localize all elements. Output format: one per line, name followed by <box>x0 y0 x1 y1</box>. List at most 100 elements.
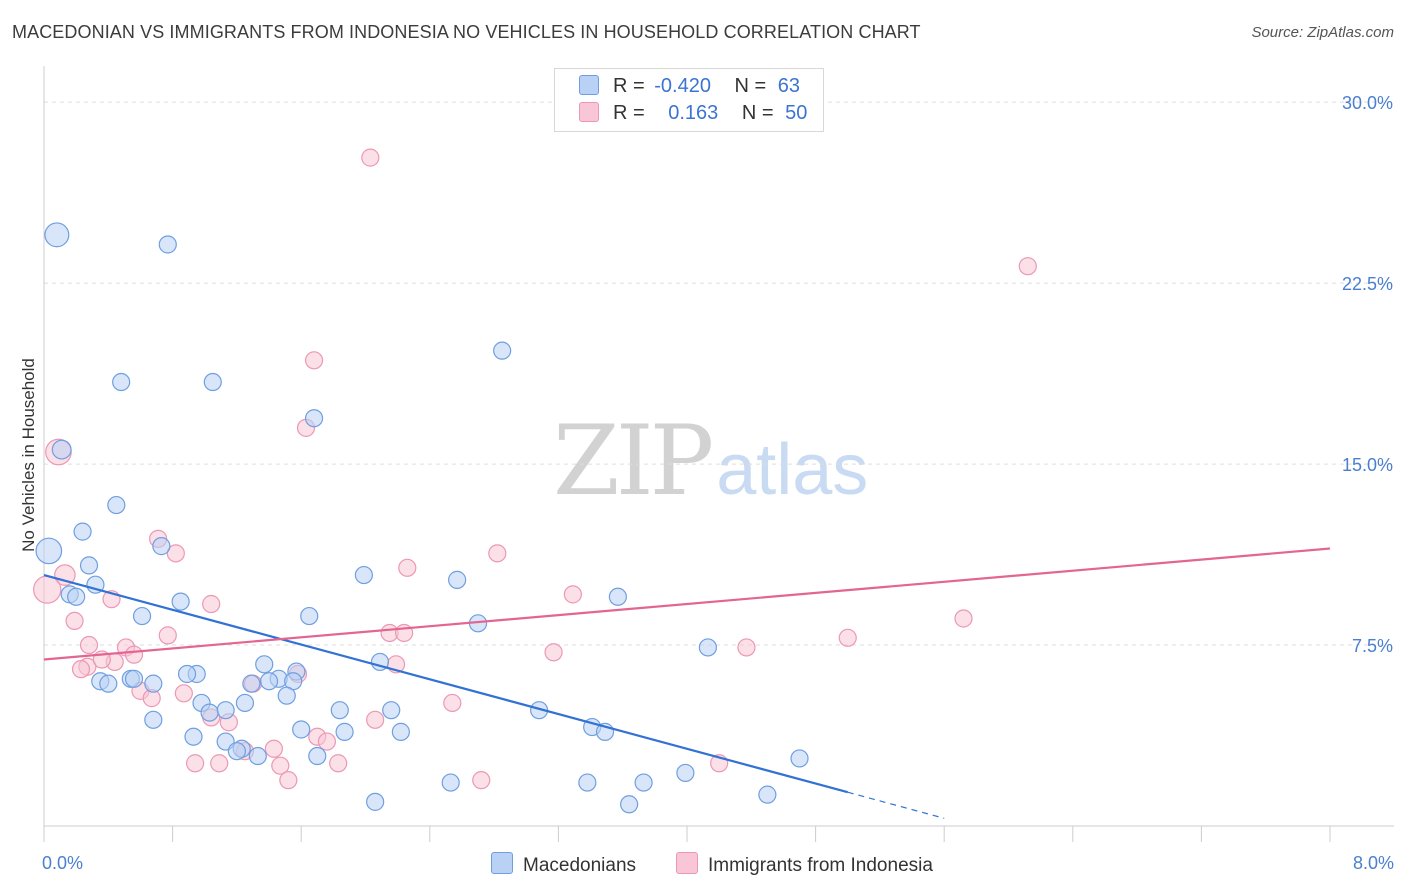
legend-r-value: 0.163 <box>668 102 719 124</box>
macedonian-point <box>300 606 319 626</box>
macedonian-point <box>242 674 261 693</box>
source-label: Source: ZipAtlas.com <box>1251 24 1394 41</box>
legend-row-macedonians: R = -0.420 N = 63 <box>579 75 800 99</box>
legend-n-value: 63 <box>777 75 801 97</box>
macedonian-point <box>391 722 410 741</box>
macedonian-point <box>107 495 126 515</box>
macedonian-point <box>304 409 324 428</box>
macedonian-point <box>354 565 373 585</box>
macedonian-point <box>578 773 597 792</box>
series-legend: Macedonians Immigrants from Indonesia <box>0 852 1406 878</box>
macedonian-point <box>132 606 152 626</box>
macedonian-point <box>35 537 63 565</box>
macedonian-point <box>366 792 385 811</box>
macedonian-point <box>676 763 695 783</box>
indonesia-point <box>264 739 283 758</box>
macedonian-point <box>448 570 467 589</box>
indonesia-point <box>202 594 221 614</box>
indonesia-point <box>563 585 582 604</box>
macedonian-point <box>203 372 222 392</box>
macedonian-point <box>51 439 72 460</box>
indonesia-point <box>71 660 91 679</box>
macedonian-point <box>634 773 653 792</box>
macedonian-point <box>277 686 296 705</box>
macedonian-point <box>608 587 627 606</box>
legend-item-macedonians: Macedonians <box>491 852 636 877</box>
macedonian-point <box>308 746 327 766</box>
blue-swatch <box>491 852 513 874</box>
indonesia-point <box>329 754 348 773</box>
y-tick-label: 15.0% <box>1342 455 1393 475</box>
macedonian-point <box>227 742 246 761</box>
macedonian-point <box>99 674 118 693</box>
indonesia-point <box>1018 257 1037 276</box>
x-tick-label: 0.0% <box>42 853 83 873</box>
legend-label-macedonians: Macedonians <box>523 855 637 876</box>
macedonian-point <box>171 592 190 611</box>
macedonian-point <box>216 701 235 720</box>
macedonian-point <box>441 773 460 792</box>
legend-label-indonesia: Immigrants from Indonesia <box>708 855 933 876</box>
indonesia-trend-line <box>43 547 1331 661</box>
indonesia-point <box>210 754 229 773</box>
macedonian-point <box>248 746 267 766</box>
y-tick-label: 22.5% <box>1342 274 1393 294</box>
legend-n-value: 50 <box>785 102 808 124</box>
y-tick-label: 30.0% <box>1342 93 1393 113</box>
indonesia-point <box>166 544 185 563</box>
macedonian-point <box>144 710 163 729</box>
legend-r-value: -0.420 <box>654 75 711 97</box>
macedonian-point <box>493 341 512 360</box>
macedonian-point <box>255 655 274 674</box>
indonesia-point <box>317 732 337 751</box>
indonesia-point <box>65 611 84 631</box>
macedonian-point <box>235 693 255 713</box>
tick-labels: 7.5% 15.0% 22.5% 30.0% 0.0% 8.0% No Vehicles i… <box>19 93 1394 873</box>
legend-row-indonesia: R = 0.163 N = 50 <box>579 102 807 126</box>
indonesia-point <box>488 544 507 563</box>
pink-swatch <box>579 102 599 122</box>
indonesia-point <box>544 643 563 662</box>
macedonian-point <box>67 587 86 606</box>
legend-n-label: N = <box>734 75 767 97</box>
watermark-zip: ZIP <box>553 405 714 517</box>
indonesia-point <box>838 628 857 647</box>
macedonian-point <box>200 703 219 722</box>
indonesia-point <box>271 756 290 775</box>
legend-r-label: R = <box>613 75 645 97</box>
indonesia-point <box>398 558 417 577</box>
indonesia-point <box>186 754 205 773</box>
indonesia-point <box>279 771 298 790</box>
macedonian-point <box>44 222 70 248</box>
macedonian-point <box>124 669 144 688</box>
macedonian-point <box>158 235 177 254</box>
blue-swatch <box>579 75 599 95</box>
grid-lines <box>44 101 1394 646</box>
indonesia-point <box>79 635 99 655</box>
macedonian-point <box>259 672 279 691</box>
macedonian-point <box>790 749 809 768</box>
indonesia-point <box>304 351 324 370</box>
indonesia-point <box>174 684 193 703</box>
macedonian-point <box>620 795 639 814</box>
macedonian-trend-extension <box>847 791 945 819</box>
legend-r-label: R = <box>613 102 645 124</box>
data-points <box>33 148 1037 814</box>
macedonian-point <box>698 638 717 657</box>
pink-swatch <box>676 852 698 874</box>
macedonian-point <box>382 701 401 720</box>
legend-item-indonesia: Immigrants from Indonesia <box>676 852 933 877</box>
indonesia-point <box>366 710 385 729</box>
legend-n-label: N = <box>741 102 774 124</box>
axes <box>43 66 1394 842</box>
macedonian-point <box>184 727 203 746</box>
trend-lines <box>43 547 1331 819</box>
macedonian-point <box>144 674 163 693</box>
macedonian-trend-line <box>43 573 849 794</box>
correlation-legend: R = -0.420 N = 63 R = 0.163 N = 50 <box>554 68 824 132</box>
indonesia-point <box>124 645 144 664</box>
x-tick-label: 8.0% <box>1353 853 1394 873</box>
macedonian-point <box>86 575 105 594</box>
macedonian-point <box>79 556 99 575</box>
